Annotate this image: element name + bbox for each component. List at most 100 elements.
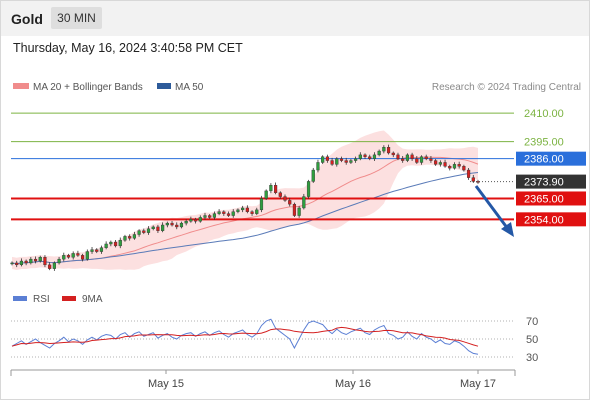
candle-body-85 [410,154,414,159]
candle-body-26 [132,234,136,239]
candle-body-95 [457,164,461,167]
level-tag-2 [516,151,586,166]
candle-body-74 [358,154,362,159]
rsi-level-label-2: 30 [526,352,538,364]
copyright-text: Research © 2024 Trading Central [432,82,581,93]
candle-body-75 [363,154,367,157]
candle-body-36 [179,222,184,228]
candle-body-53 [259,198,264,211]
rsi-legend-label: RSI [33,294,50,305]
candle-body-48 [236,209,240,212]
candle-body-1 [15,262,19,266]
candle-body-42 [208,215,212,218]
candle-body-9 [52,262,56,269]
candle-body-99 [476,181,480,183]
candle-body-49 [241,207,245,211]
rsi-legend-swatch [13,296,27,301]
candle-body-58 [283,196,287,201]
x-label-1: May 16 [335,378,371,390]
candle-body-80 [386,147,391,154]
candle-body-54 [264,190,268,199]
candle-body-5 [33,258,38,262]
candle-body-51 [250,211,254,214]
x-label-0: May 15 [148,378,184,390]
candle-body-82 [396,154,400,159]
candle-body-63 [306,181,311,197]
level-tag-5 [516,212,586,227]
candle-body-69 [335,158,339,165]
level-label-4: 2365.00 [524,193,564,205]
rsi-level-label-0: 70 [526,316,538,328]
candle-body-52 [255,209,259,214]
ma20-legend-swatch [13,83,29,89]
level-label-0: 2410.00 [524,108,564,120]
candle-body-0 [10,262,14,265]
x-axis-labels: May 15 May 16 May 17 [148,370,496,390]
candle-body-65 [316,162,320,171]
candle-body-2 [19,260,24,266]
level-label-5: 2354.00 [524,214,564,226]
candle-body-79 [382,147,386,152]
candle-body-71 [344,160,348,163]
candle-body-55 [269,185,273,192]
level-tag-3 [516,174,586,189]
candle-body-22 [113,241,118,247]
candle-body-41 [203,215,207,218]
candle-body-31 [156,226,160,231]
level-label-3: 2373.90 [524,177,564,189]
level-tag-4 [516,191,586,206]
ma50-line [11,172,479,265]
candle-body-10 [57,258,61,264]
rsi-levels: 70 50 30 [11,316,538,364]
candle-body-21 [109,241,113,245]
candle-body-83 [401,158,405,161]
candle-body-23 [118,239,122,247]
candle-body-13 [71,253,75,258]
candle-body-92 [443,162,447,167]
candle-body-4 [29,258,33,264]
candle-body-44 [217,211,221,214]
candle-body-94 [452,164,457,169]
candle-body-78 [377,150,381,156]
candle-body-50 [245,207,249,212]
candle-body-40 [198,217,202,222]
candle-body-14 [76,253,80,256]
candle-body-7 [43,257,47,266]
chart-timestamp: Thursday, May 16, 2024 3:40:58 PM CET [13,41,243,55]
chart-header: Gold 30 MIN [0,0,590,36]
candle-body-88 [424,156,428,159]
candle-body-47 [231,211,235,216]
candle-body-56 [273,185,278,193]
candle-body-66 [321,156,325,163]
candle-body-87 [419,156,424,163]
symbol-name: Gold [11,11,43,27]
candle-body-73 [354,158,358,161]
price-levels: 2410.00 2395.00 2386.00 2373.90 2365.00 2354.… [11,108,586,227]
candle-body-46 [226,213,231,216]
candle-body-93 [448,166,452,169]
candle-body-67 [325,156,329,161]
candle-body-84 [405,154,409,161]
candle-body-62 [302,196,306,209]
timeframe-selector[interactable]: 30 MIN [51,7,102,29]
rsi-level-label-1: 50 [526,334,538,346]
candle-body-77 [372,154,377,159]
candle-body-33 [165,222,169,226]
candle-body-68 [330,160,334,165]
candle-body-60 [292,203,297,216]
candle-body-32 [161,224,165,231]
candle-body-17 [90,249,94,252]
candle-body-43 [212,213,217,218]
candle-body-25 [128,236,132,239]
candle-body-98 [471,177,475,182]
candle-body-28 [142,230,146,233]
level-label-2: 2386.00 [524,154,564,166]
level-label-1: 2395.00 [524,137,564,149]
candle-body-12 [66,255,71,258]
candle-body-72 [349,160,353,163]
candle-body-20 [104,243,108,248]
candle-body-34 [170,222,174,226]
candle-body-6 [38,257,42,262]
ma9-legend-swatch [62,296,76,301]
